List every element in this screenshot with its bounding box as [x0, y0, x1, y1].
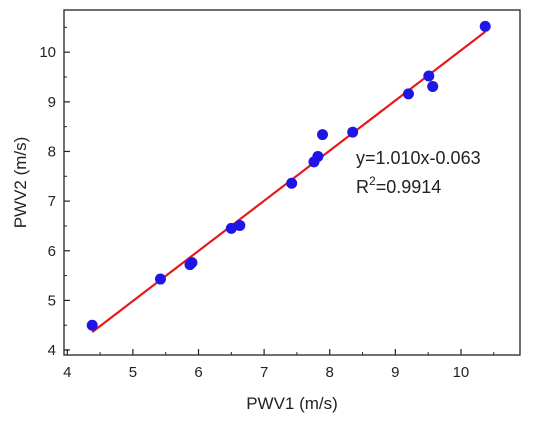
plot-frame	[63, 9, 521, 356]
fit-equation: y=1.010x-0.063	[356, 148, 481, 168]
x-tick-label: 10	[453, 364, 470, 381]
x-tick-label: 6	[194, 364, 202, 381]
r-squared-label: R2=0.9914	[356, 174, 441, 197]
points-layer	[86, 20, 491, 331]
data-point	[347, 126, 359, 138]
y-tick-label: 9	[48, 94, 56, 111]
y-tick-label: 6	[48, 243, 56, 260]
y-tick-label: 4	[48, 342, 56, 359]
data-point	[234, 219, 246, 231]
r-squared-prefix: R	[356, 177, 369, 197]
r-squared-value: =0.9914	[376, 177, 442, 197]
data-point	[225, 222, 237, 234]
x-tick-label: 9	[391, 364, 399, 381]
data-point	[86, 319, 98, 331]
x-tick-label: 4	[63, 364, 71, 381]
y-tick-label: 7	[48, 193, 56, 210]
data-point	[427, 80, 439, 92]
x-axis-ticks: 4 5 6 7 8 9 10	[63, 349, 495, 381]
r-squared-superscript: 2	[369, 174, 376, 188]
x-tick-label: 8	[326, 364, 334, 381]
x-axis-label: PWV1 (m/s)	[246, 394, 338, 413]
data-point	[154, 273, 166, 285]
y-axis-label: PWV2 (m/s)	[11, 137, 30, 229]
data-point	[423, 70, 435, 82]
data-point	[402, 88, 414, 100]
data-point	[317, 129, 329, 141]
y-tick-label: 10	[39, 44, 56, 61]
data-point	[312, 150, 324, 162]
data-point	[479, 20, 491, 32]
y-axis-ticks: 4 5 6 7 8 9 10	[39, 26, 70, 359]
y-tick-label: 8	[48, 143, 56, 160]
data-point	[186, 257, 198, 269]
x-tick-label: 7	[260, 364, 268, 381]
y-tick-label: 5	[48, 292, 56, 309]
data-point	[286, 177, 298, 189]
x-tick-label: 5	[129, 364, 137, 381]
